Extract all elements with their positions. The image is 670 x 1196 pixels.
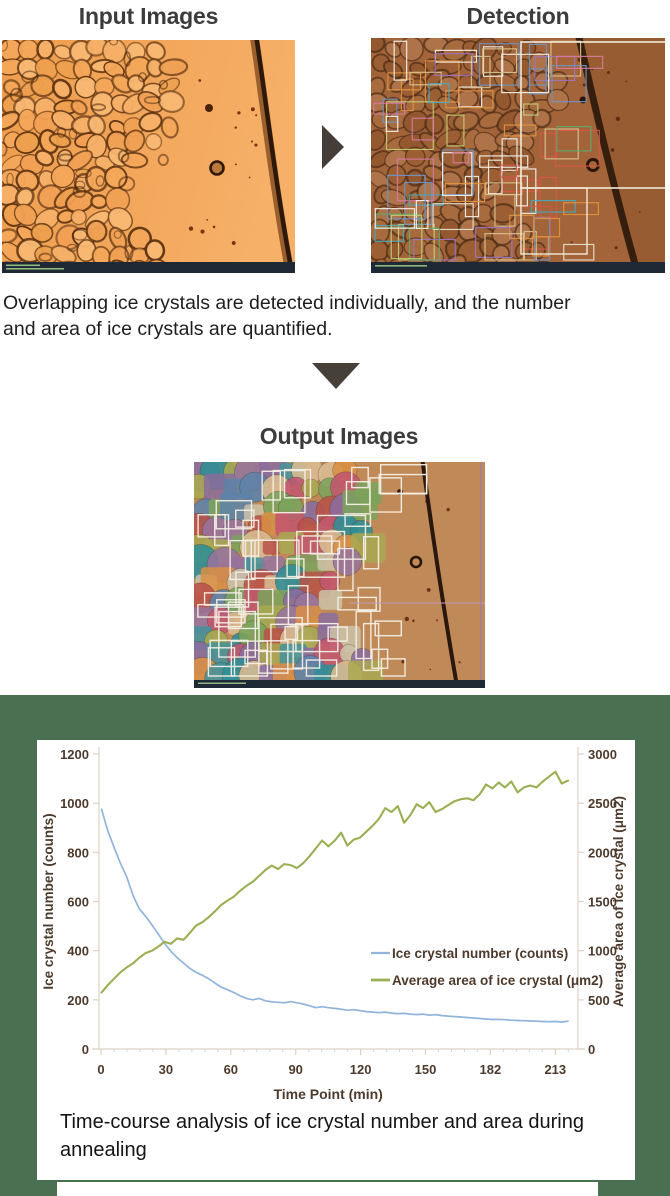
svg-text:213: 213 <box>544 1062 566 1077</box>
svg-text:3000: 3000 <box>588 747 617 762</box>
svg-text:400: 400 <box>67 944 89 959</box>
chart-section-background: 0 200 400 600 800 1000 1200 0 500 1000 1500 2000 250… <box>0 695 670 1196</box>
svg-text:Average area of ice crystal (μ: Average area of ice crystal (μm2) <box>611 796 626 1007</box>
svg-text:Average area of ice crystal (μ: Average area of ice crystal (μm2) <box>392 973 603 988</box>
svg-text:Time Point (min): Time Point (min) <box>273 1086 382 1102</box>
svg-text:0: 0 <box>588 1042 595 1057</box>
svg-text:2500: 2500 <box>588 796 617 811</box>
description-text: Overlapping ice crystals are detected in… <box>3 292 571 340</box>
svg-text:30: 30 <box>159 1062 173 1077</box>
down-arrow-icon <box>312 363 360 389</box>
svg-text:182: 182 <box>480 1062 502 1077</box>
input-microscopy-image <box>2 40 295 273</box>
svg-text:0: 0 <box>82 1042 89 1057</box>
detection-result-image <box>371 38 665 273</box>
svg-text:1200: 1200 <box>60 747 89 762</box>
output-segmentation-image <box>194 462 485 688</box>
svg-text:2000: 2000 <box>588 845 617 860</box>
svg-text:600: 600 <box>67 895 89 910</box>
svg-text:120: 120 <box>350 1062 372 1077</box>
svg-text:90: 90 <box>288 1062 302 1077</box>
svg-text:500: 500 <box>588 993 610 1008</box>
svg-text:60: 60 <box>224 1062 238 1077</box>
next-card-top-edge <box>57 1182 598 1196</box>
svg-text:Ice crystal number (counts): Ice crystal number (counts) <box>392 946 568 961</box>
time-course-line-chart: 0200400600800100012000500100015002000250… <box>41 747 626 1102</box>
svg-text:0: 0 <box>97 1062 104 1077</box>
input-images-title: Input Images <box>78 3 219 29</box>
right-arrow-icon <box>322 125 344 169</box>
chart-caption: Time-course analysis of ice crystal numb… <box>60 1111 584 1161</box>
svg-text:150: 150 <box>415 1062 437 1077</box>
svg-text:1000: 1000 <box>60 796 89 811</box>
svg-text:1000: 1000 <box>588 944 617 959</box>
output-images-title: Output Images <box>259 423 419 449</box>
svg-text:800: 800 <box>67 845 89 860</box>
detection-title: Detection <box>466 3 570 29</box>
svg-text:1500: 1500 <box>588 895 617 910</box>
svg-text:Ice crystal number (counts): Ice crystal number (counts) <box>41 813 56 989</box>
svg-text:200: 200 <box>67 993 89 1008</box>
chart-card: 0 200 400 600 800 1000 1200 0 500 1000 1500 2000 250… <box>37 740 635 1180</box>
